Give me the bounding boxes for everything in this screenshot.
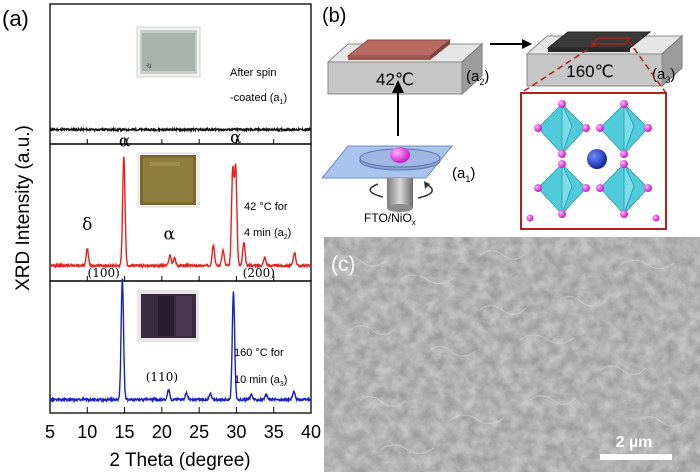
scale-bar-label: 2 µm — [616, 434, 653, 451]
x-tick-label-40: 40 — [301, 422, 321, 442]
photo-a2 — [137, 152, 200, 208]
temp-a2: 42℃ — [376, 70, 414, 89]
x-tick-label-35: 35 — [264, 422, 284, 442]
arrow-a2-to-a3 — [490, 39, 532, 49]
stage-label-a3: (a3) — [652, 66, 675, 85]
zoom-line-right — [627, 39, 667, 94]
stage-label-a1: (a1) — [452, 165, 475, 184]
temp-a3: 160℃ — [566, 62, 613, 81]
label-a3-line2: 10 min (a3) — [234, 374, 287, 388]
xrd-trace-a2 — [49, 156, 312, 270]
subplot-frame-a3 — [49, 280, 312, 414]
hotplate-a3: 160℃ — [525, 31, 684, 88]
peak-annotations: δ α α α (100) (110) (200) — [82, 128, 275, 384]
annotation-a2-1: α — [119, 132, 131, 152]
arrow-a1-to-a2 — [392, 80, 404, 93]
label-a2-line1: 42 °C for — [244, 201, 288, 213]
xrd-chart: (a) 5 10 15 20 25 30 35 40 δααα(100)(110)(200) … — [2, 3, 321, 471]
sem-image: (c) 2 µm — [324, 237, 700, 472]
xrd-trace-a1 — [49, 125, 312, 134]
x-tick-label-25: 25 — [189, 422, 209, 442]
annotation-a3-1: (110) — [146, 370, 178, 384]
x-tick-label-20: 20 — [152, 422, 172, 442]
x-axis-ticks: 5 10 15 20 25 30 35 40 — [45, 139, 321, 442]
y-axis-label: XRD Intensity (a.u.) — [13, 125, 34, 291]
x-axis-label: 2 Theta (degree) — [109, 450, 250, 471]
panel-label-a: (a) — [2, 6, 29, 31]
annotation-a2-2: α — [164, 225, 176, 245]
cation-sphere — [587, 149, 607, 169]
annotation-a3-2: (200) — [243, 266, 275, 280]
label-a3-line1: 160 °C for — [234, 347, 284, 359]
x-tick-label-10: 10 — [77, 422, 97, 442]
panel-label-c: (c) — [331, 253, 356, 276]
x-tick-label-5: 5 — [45, 422, 55, 442]
annotation-a3-0: (100) — [88, 266, 120, 280]
panel-label-b: (b) — [322, 5, 346, 27]
x-tick-label-30: 30 — [226, 422, 246, 442]
stage-label-a2: (a2) — [466, 68, 489, 87]
photo-a3 — [137, 290, 199, 342]
schematic: (b) 42℃ (a2) 160℃ (a3) — [320, 5, 684, 230]
label-a2-line2: 4 min (a2) — [244, 227, 291, 241]
photo-a1: ચ — [136, 26, 201, 78]
xrd-trace-a3 — [49, 278, 312, 404]
spin-coater-a1 — [320, 80, 454, 212]
label-a1-line1: After spin — [230, 67, 276, 79]
annotation-a2-0: δ — [82, 215, 92, 235]
scale-bar — [600, 454, 672, 460]
zoom-line-left — [520, 43, 597, 94]
x-tick-label-15: 15 — [115, 422, 135, 442]
label-a1-line2: -coated (a1) — [230, 92, 287, 106]
hotplate-a2: 42℃ — [326, 39, 484, 96]
svg-text:ચ: ચ — [146, 63, 152, 70]
annotation-a2-3: α — [230, 128, 242, 148]
crystal-structure — [520, 92, 667, 230]
substrate-label: FTO/NiOx — [364, 211, 416, 227]
